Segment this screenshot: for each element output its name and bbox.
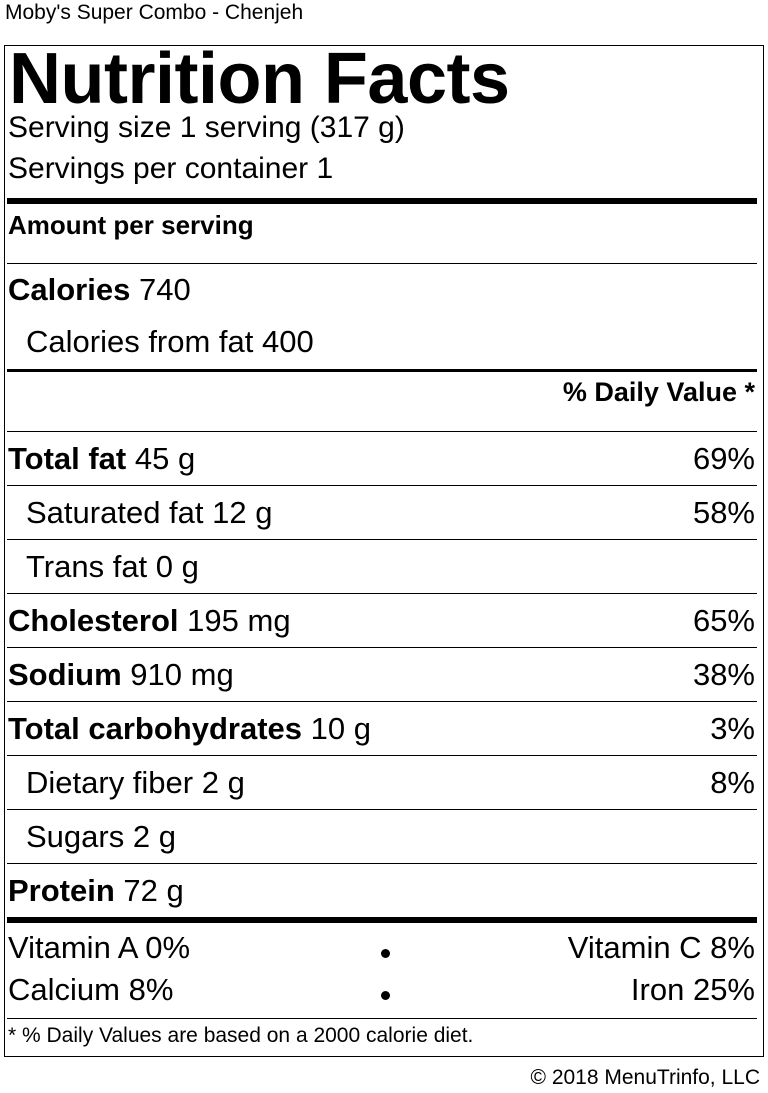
divider <box>7 755 757 756</box>
serving-size: Serving size 1 serving (317 g) <box>8 111 405 144</box>
nutrient-name: Total fat <box>8 441 127 476</box>
page-title: Moby's Super Combo - Chenjeh <box>5 1 304 24</box>
nutrient-amount: 0 g <box>155 549 199 584</box>
divider <box>7 701 757 702</box>
nutrient-amount: 45 g <box>134 441 196 476</box>
thick-divider <box>7 198 757 204</box>
divider <box>7 863 757 864</box>
nutrition-facts-heading: Nutrition Facts <box>9 39 510 119</box>
nutrient-name: Dietary fiber <box>26 765 194 800</box>
bullet-icon <box>381 949 390 958</box>
bullet-icon <box>381 991 390 1000</box>
thick-divider <box>7 917 757 923</box>
nutrient-row-protein: Protein 72 g <box>5 864 763 918</box>
nutrient-row-cholesterol: Cholesterol 195 mg 65% <box>5 594 763 648</box>
copyright: © 2018 MenuTrinfo, LLC <box>530 1066 760 1089</box>
calories-label: Calories <box>8 272 131 307</box>
footnote: * % Daily Values are based on a 2000 cal… <box>8 1024 474 1047</box>
calories-from-fat: Calories from fat 400 <box>26 324 314 359</box>
nutrient-amount: 195 mg <box>187 603 291 638</box>
nutrient-amount: 12 g <box>212 495 273 530</box>
divider <box>7 1018 757 1019</box>
divider <box>7 647 757 648</box>
calories-value: 740 <box>138 272 191 307</box>
servings-per-container: Servings per container 1 <box>8 152 334 185</box>
nutrient-row-sodium: Sodium 910 mg 38% <box>5 648 763 702</box>
daily-value-header: % Daily Value * <box>562 377 755 407</box>
nutrient-name: Sodium <box>8 657 122 692</box>
divider <box>7 809 757 810</box>
nutrient-dv: 58% <box>692 495 755 530</box>
nutrient-row-saturated-fat: Saturated fat 12 g 58% <box>5 486 763 540</box>
nutrient-name: Cholesterol <box>8 603 179 638</box>
nutrient-amount: 2 g <box>201 765 245 800</box>
iron: Iron 25% <box>630 972 755 1007</box>
nutrient-dv: 65% <box>692 603 755 638</box>
amount-per-serving: Amount per serving <box>8 210 254 240</box>
divider <box>7 539 757 540</box>
nutrient-amount: 10 g <box>310 711 371 746</box>
nutrient-row-sugars: Sugars 2 g <box>5 810 763 864</box>
nutrient-name: Saturated fat <box>26 495 204 530</box>
nutrient-row-trans-fat: Trans fat 0 g <box>5 540 763 594</box>
nutrient-name: Trans fat <box>26 549 148 584</box>
nutrient-amount: 910 mg <box>130 657 234 692</box>
divider <box>7 485 757 486</box>
divider <box>7 593 757 594</box>
nutrition-facts-panel: Nutrition Facts Serving size 1 serving (… <box>4 39 764 1057</box>
vitamin-c: Vitamin C 8% <box>567 930 755 965</box>
divider <box>7 431 757 432</box>
nutrient-name: Sugars <box>26 819 125 854</box>
vitamin-a: Vitamin A 0% <box>8 930 191 965</box>
nutrient-row-total-fat: Total fat 45 g 69% <box>5 432 763 486</box>
nutrient-row-dietary-fiber: Dietary fiber 2 g 8% <box>5 756 763 810</box>
nutrient-dv: 3% <box>710 711 755 746</box>
calories-row: Calories 740 <box>8 272 191 308</box>
nutrient-name: Protein <box>8 873 115 908</box>
nutrient-dv: 8% <box>710 765 755 800</box>
nutrient-dv: 38% <box>692 657 755 692</box>
calcium: Calcium 8% <box>8 972 174 1007</box>
medium-divider <box>7 369 757 372</box>
nutrient-amount: 2 g <box>132 819 176 854</box>
divider <box>7 263 757 264</box>
nutrient-dv: 69% <box>692 441 755 476</box>
nutrient-row-total-carbohydrates: Total carbohydrates 10 g 3% <box>5 702 763 756</box>
nutrient-amount: 72 g <box>123 873 184 908</box>
nutrient-name: Total carbohydrates <box>8 711 303 746</box>
